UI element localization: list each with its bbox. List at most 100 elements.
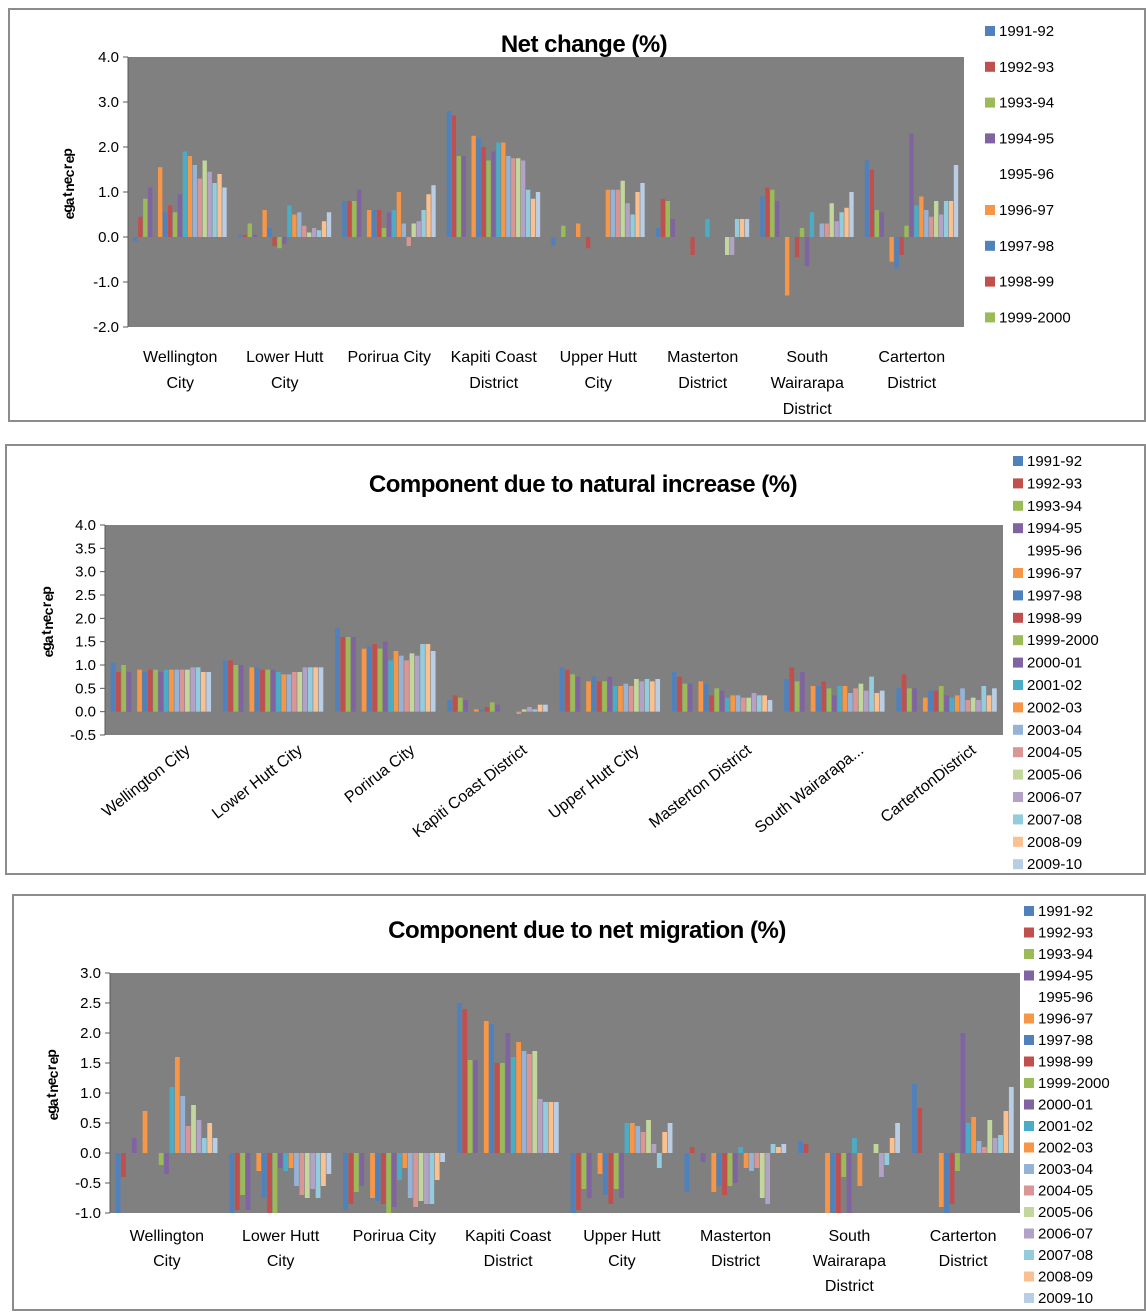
bar (267, 228, 272, 237)
bar (222, 660, 228, 712)
legend-label: 2009-10 (1038, 1290, 1093, 1307)
legend-label: 1998-99 (1038, 1054, 1093, 1071)
bar (532, 709, 538, 712)
bar (655, 679, 661, 712)
bar (729, 237, 735, 255)
bar (803, 1144, 809, 1153)
bar (889, 1138, 895, 1153)
svg-text:e: e (40, 593, 56, 601)
legend-swatch (1013, 545, 1023, 556)
bar (831, 695, 837, 712)
bar (185, 1126, 191, 1153)
y-tick-label: 2.0 (98, 139, 119, 156)
legend-label: 1993-94 (1038, 946, 1093, 963)
bar (844, 207, 849, 237)
bar (491, 151, 496, 237)
y-tick-label: 0.5 (80, 1115, 101, 1132)
category-label: District (711, 1253, 760, 1270)
y-tick-label: 1.0 (98, 184, 119, 201)
bar (605, 189, 611, 237)
bar (420, 644, 425, 712)
legend-item: 1992-93 (985, 59, 1054, 76)
bar (537, 1099, 543, 1153)
y-tick-label: 1.5 (75, 634, 96, 651)
legend-label: 1996-97 (1027, 565, 1082, 582)
category-label: Wellington (130, 1228, 204, 1245)
bar (581, 1153, 587, 1189)
bar (794, 681, 800, 712)
bar (343, 1153, 348, 1210)
y-tick-label: 3.5 (75, 540, 96, 557)
bar (471, 135, 476, 237)
category-label: Wairarapa (813, 1253, 886, 1270)
legend-swatch (1024, 949, 1034, 959)
bar (143, 198, 148, 237)
bar (754, 1153, 760, 1168)
bar (501, 142, 506, 237)
legend-item: 1992-93 (1024, 925, 1093, 942)
legend-label: 2006-07 (1027, 789, 1082, 806)
bar (260, 669, 265, 712)
bar (167, 205, 173, 237)
bar (245, 1153, 251, 1210)
bar (794, 237, 800, 258)
bar (511, 158, 516, 237)
legend-swatch (1024, 927, 1034, 938)
bar (630, 214, 635, 237)
bar (479, 709, 484, 712)
bar (775, 201, 780, 237)
bar (667, 1123, 673, 1153)
legend-swatch (1013, 657, 1023, 668)
legend-swatch (1024, 1228, 1034, 1239)
bar (185, 669, 190, 712)
legend-label: 2003-04 (1038, 1161, 1093, 1178)
bar (992, 688, 997, 712)
legend-label: 2001-02 (1038, 1118, 1093, 1135)
bar (489, 1024, 495, 1153)
bar (551, 237, 556, 246)
bar (276, 672, 281, 712)
bar (914, 205, 919, 237)
bar (370, 1153, 375, 1198)
bar (610, 189, 615, 237)
legend-label: 1996-97 (1038, 1011, 1093, 1028)
bar (516, 1042, 521, 1153)
bar (396, 192, 402, 237)
bar (635, 192, 640, 237)
svg-text:e: e (45, 1056, 61, 1064)
bar (382, 641, 388, 712)
bar (190, 667, 196, 712)
bar (635, 1126, 641, 1153)
bar (386, 212, 392, 237)
bar (456, 156, 461, 237)
bar (237, 234, 243, 237)
bar (1008, 1087, 1014, 1153)
category-label: Wellington (143, 349, 217, 366)
legend-label: 1994-95 (1038, 968, 1093, 985)
bar (751, 693, 757, 712)
bar (326, 212, 332, 237)
legend-item: 1994-95 (985, 130, 1054, 147)
bar (138, 216, 143, 237)
bar (618, 686, 623, 712)
legend-item: 1999-2000 (1024, 1075, 1110, 1092)
legend-swatch (985, 169, 995, 180)
bar (304, 1153, 310, 1198)
legend-swatch (1013, 792, 1023, 802)
svg-text:p: p (43, 1049, 59, 1058)
bar (297, 672, 303, 712)
bar (262, 210, 267, 237)
chart-title: Component due to net migration (%) (388, 917, 786, 944)
bar (874, 210, 879, 237)
legend-item: 1993-94 (985, 95, 1054, 112)
bar (411, 223, 416, 237)
bar (489, 702, 495, 712)
bar (762, 695, 767, 712)
category-label: Upper Hutt City (546, 742, 643, 823)
bar (919, 196, 924, 237)
svg-text:t: t (59, 192, 75, 197)
bar (1003, 1111, 1009, 1153)
svg-text:t: t (43, 1093, 59, 1098)
bar (294, 1153, 299, 1186)
